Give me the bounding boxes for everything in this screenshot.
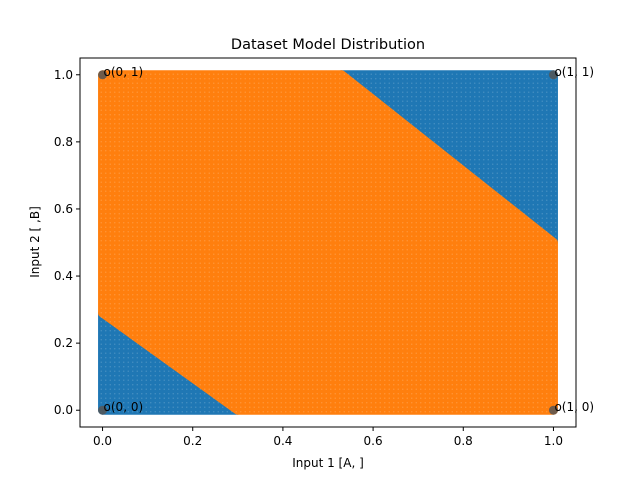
corner-point [548, 405, 558, 415]
corner-point-label: o(0, 1) [104, 65, 144, 79]
y-tick-label: 1.0 [54, 68, 73, 82]
chart-title: Dataset Model Distribution [231, 37, 425, 53]
y-axis-ticks: 0.0 0.2 0.4 0.6 0.8 1.0 [54, 68, 80, 417]
plot-frame [79, 57, 577, 428]
plot-area [98, 70, 558, 415]
corner-point-label: o(1, 1) [554, 65, 594, 79]
y-axis-label: Input 2 [ ,B] [28, 206, 42, 278]
corner-point [98, 70, 108, 80]
y-tick-label: 0.0 [54, 403, 73, 417]
x-tick-label: 1.0 [544, 434, 563, 448]
sample-dot-texture [98, 70, 558, 415]
corner-annotations: o(0, 0) o(0, 1) o(1, 0) o(1, 1) [104, 65, 595, 414]
y-tick-label: 0.8 [54, 135, 73, 149]
corner-point-label: o(1, 0) [554, 400, 594, 414]
corner-point [98, 405, 108, 415]
x-tick-label: 0.2 [183, 434, 202, 448]
decision-regions [98, 70, 558, 415]
y-tick-label: 0.6 [54, 202, 73, 216]
x-tick-label: 0.4 [273, 434, 292, 448]
corner-point-label: o(0, 0) [104, 400, 144, 414]
corner-points [98, 70, 558, 415]
x-tick-label: 0.0 [93, 434, 112, 448]
x-axis-ticks: 0.0 0.2 0.4 0.6 0.8 1.0 [93, 427, 563, 448]
x-axis-label: Input 1 [A, ] [292, 456, 364, 470]
y-tick-label: 0.2 [54, 336, 73, 350]
y-tick-label: 0.4 [54, 269, 73, 283]
x-tick-label: 0.6 [364, 434, 383, 448]
corner-point [548, 70, 558, 80]
x-tick-label: 0.8 [454, 434, 473, 448]
